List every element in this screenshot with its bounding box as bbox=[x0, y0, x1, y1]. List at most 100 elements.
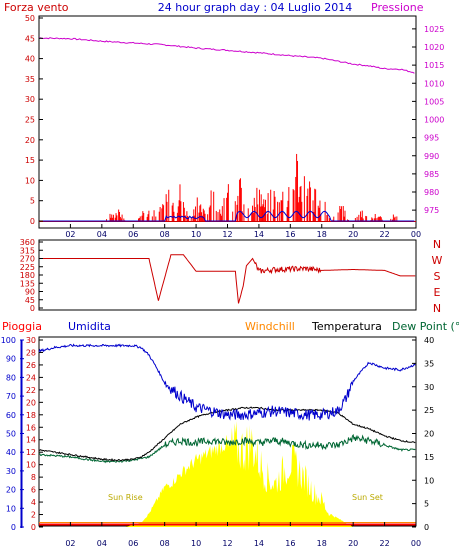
rain-tick-label: 30 bbox=[26, 336, 36, 345]
wind-tick-label: 40 bbox=[25, 55, 35, 64]
x-tick-label: 10 bbox=[191, 230, 201, 239]
legend-umidita: Umidita bbox=[68, 320, 111, 333]
rain-tick-label: 8 bbox=[31, 473, 36, 482]
solar-area bbox=[125, 421, 354, 527]
x-tick-label: 00 bbox=[411, 539, 421, 548]
x-tick-label: 02 bbox=[65, 230, 75, 239]
humidity-tick-label: 60 bbox=[6, 411, 16, 420]
x-tick-label: 18 bbox=[317, 539, 327, 548]
pressure-tick-label: 975 bbox=[424, 206, 439, 215]
humidity-tick-label: 30 bbox=[6, 467, 16, 476]
legend-dewpoint: Dew Point (°C bbox=[392, 320, 459, 333]
pressure-tick-label: 1015 bbox=[424, 61, 444, 70]
temperature-tick-label: 10 bbox=[424, 476, 434, 485]
x-tick-label: 04 bbox=[97, 539, 107, 548]
rain-tick-label: 16 bbox=[26, 423, 36, 432]
wind-tick-label: 0 bbox=[30, 217, 35, 226]
humidity-tick-label: 100 bbox=[1, 336, 16, 345]
wind-axis-title: Forza vento bbox=[4, 1, 69, 14]
humidity-tick-label: 10 bbox=[6, 504, 16, 513]
humidity-tick-label: 40 bbox=[6, 448, 16, 457]
x-tick-label: 22 bbox=[379, 230, 389, 239]
rain-tick-label: 22 bbox=[26, 386, 36, 395]
rain-tick-label: 0 bbox=[31, 523, 36, 532]
rain-tick-label: 20 bbox=[26, 398, 36, 407]
x-tick-label: 16 bbox=[285, 539, 295, 548]
humidity-tick-label: 90 bbox=[6, 355, 16, 364]
pressure-tick-label: 980 bbox=[424, 188, 439, 197]
wind-average-line bbox=[39, 210, 415, 222]
direction-tick-label: 180 bbox=[20, 271, 35, 280]
humidity-tick-label: 80 bbox=[6, 373, 16, 382]
humidity-tick-label: 20 bbox=[6, 486, 16, 495]
wind-tick-label: 20 bbox=[25, 136, 35, 145]
weather-panel: Sun Rise Sun Set 1009080706050403020100 … bbox=[1, 336, 434, 548]
x-tick-label: 20 bbox=[348, 539, 358, 548]
humidity-tick-label: 0 bbox=[11, 523, 16, 532]
x-tick-label: 04 bbox=[97, 230, 107, 239]
wind-tick-label: 45 bbox=[25, 34, 35, 43]
pressure-line bbox=[39, 37, 415, 74]
sunrise-label: Sun Rise bbox=[108, 493, 143, 502]
rain-tick-label: 24 bbox=[26, 373, 36, 382]
temperature-tick-label: 0 bbox=[424, 523, 429, 532]
humidity-tick-label: 70 bbox=[6, 392, 16, 401]
legend: Pioggia Umidita Windchill Temperatura De… bbox=[2, 320, 459, 333]
temperature-tick-label: 30 bbox=[424, 383, 434, 392]
x-tick-label: 22 bbox=[379, 539, 389, 548]
x-tick-label: 08 bbox=[160, 539, 170, 548]
x-tick-label: 02 bbox=[65, 539, 75, 548]
direction-tick-label: 90 bbox=[25, 288, 35, 297]
x-tick-label: 20 bbox=[348, 230, 358, 239]
chart-title: 24 hour graph day : 04 Luglio 2014 bbox=[158, 1, 353, 14]
rain-tick-label: 12 bbox=[26, 448, 36, 457]
temperature-tick-label: 20 bbox=[424, 430, 434, 439]
pressure-axis-title: Pressione bbox=[371, 1, 424, 14]
humidity-tick-label: 50 bbox=[6, 430, 16, 439]
pressure-tick-label: 1000 bbox=[424, 116, 444, 125]
direction-tick-label: 315 bbox=[20, 246, 35, 255]
rain-tick-label: 14 bbox=[26, 436, 36, 445]
compass-label: S bbox=[434, 270, 441, 283]
wind-tick-label: 10 bbox=[25, 176, 35, 185]
direction-tick-label: 45 bbox=[25, 296, 35, 305]
x-tick-label: 08 bbox=[160, 230, 170, 239]
pressure-tick-label: 985 bbox=[424, 170, 439, 179]
temperature-tick-label: 15 bbox=[424, 453, 434, 462]
pressure-tick-label: 1025 bbox=[424, 25, 444, 34]
pressure-tick-label: 1020 bbox=[424, 43, 444, 52]
rain-tick-label: 2 bbox=[31, 511, 36, 520]
direction-tick-label: 0 bbox=[30, 304, 35, 313]
legend-temperatura: Temperatura bbox=[311, 320, 382, 333]
rain-tick-label: 10 bbox=[26, 461, 36, 470]
compass-label: N bbox=[433, 302, 441, 315]
rain-tick-label: 6 bbox=[31, 486, 36, 495]
rain-tick-label: 18 bbox=[26, 411, 36, 420]
x-tick-label: 06 bbox=[128, 539, 138, 548]
rain-tick-label: 28 bbox=[26, 348, 36, 357]
x-tick-label: 12 bbox=[222, 230, 232, 239]
wind-tick-label: 25 bbox=[25, 116, 35, 125]
wind-tick-label: 30 bbox=[25, 95, 35, 104]
pressure-tick-label: 1005 bbox=[424, 97, 444, 106]
temperature-tick-label: 40 bbox=[424, 336, 434, 345]
pressure-tick-label: 990 bbox=[424, 152, 439, 161]
sunset-label: Sun Set bbox=[352, 493, 383, 502]
legend-pioggia: Pioggia bbox=[2, 320, 42, 333]
direction-tick-label: 270 bbox=[20, 255, 35, 264]
temperature-tick-label: 35 bbox=[424, 359, 434, 368]
compass-label: E bbox=[434, 286, 441, 299]
rain-tick-label: 4 bbox=[31, 498, 36, 507]
temperature-tick-label: 5 bbox=[424, 500, 429, 509]
direction-tick-label: 135 bbox=[20, 279, 35, 288]
wind-tick-label: 5 bbox=[30, 197, 35, 206]
dewpoint-line bbox=[38, 433, 416, 464]
wind-tick-label: 15 bbox=[25, 156, 35, 165]
direction-tick-label: 360 bbox=[20, 238, 35, 247]
x-tick-label: 00 bbox=[411, 230, 421, 239]
x-tick-label: 14 bbox=[254, 539, 264, 548]
humidity-line bbox=[38, 343, 416, 421]
